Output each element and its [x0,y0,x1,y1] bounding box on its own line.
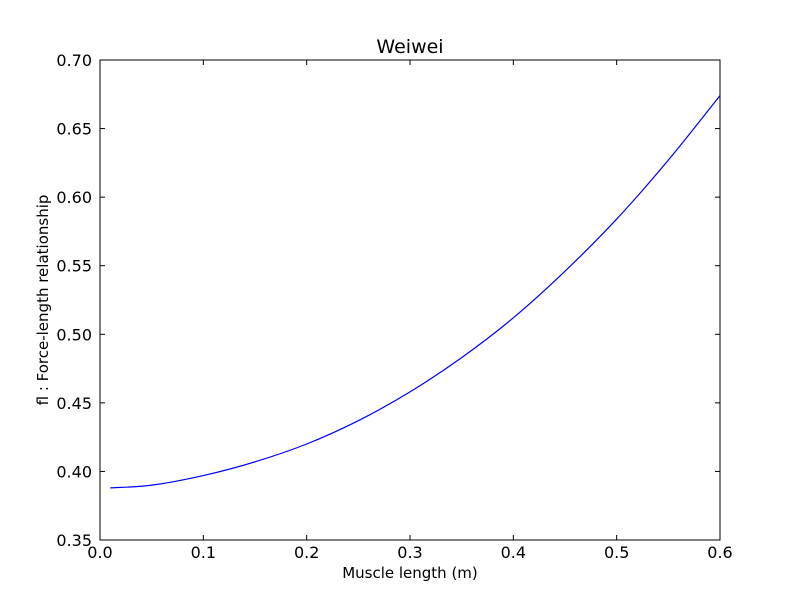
y-tick-label: 0.60 [56,188,92,207]
y-tick-label: 0.45 [56,394,92,413]
plot-area [99,59,721,541]
y-tick-label: 0.70 [56,51,92,70]
x-tick-label: 0.3 [397,543,422,562]
y-axis-label: fl : Force-length relationship [34,195,52,406]
x-tick-label: 0.5 [604,543,629,562]
x-tick-labels: 0.0 0.1 0.2 0.3 0.4 0.5 0.6 [87,543,732,562]
y-tick-labels: 0.35 0.40 0.45 0.50 0.55 0.60 0.65 0.70 [56,51,92,550]
axes-frame [99,59,721,541]
x-tick-label: 0.2 [294,543,319,562]
y-tick-label: 0.35 [56,531,92,550]
x-axis-label: Muscle length (m) [342,564,478,582]
axes-background [100,60,720,540]
x-tick-label: 0.1 [191,543,216,562]
y-tick-label: 0.55 [56,257,92,276]
y-tick-label: 0.40 [56,462,92,481]
x-tick-label: 0.6 [707,543,732,562]
y-tick-label: 0.65 [56,120,92,139]
chart-title: Weiwei [376,36,443,58]
x-tick-label: 0.0 [87,543,112,562]
series-layer [110,95,721,489]
y-tick-label: 0.50 [56,325,92,344]
series-line [110,95,721,489]
x-tick-label: 0.4 [501,543,526,562]
